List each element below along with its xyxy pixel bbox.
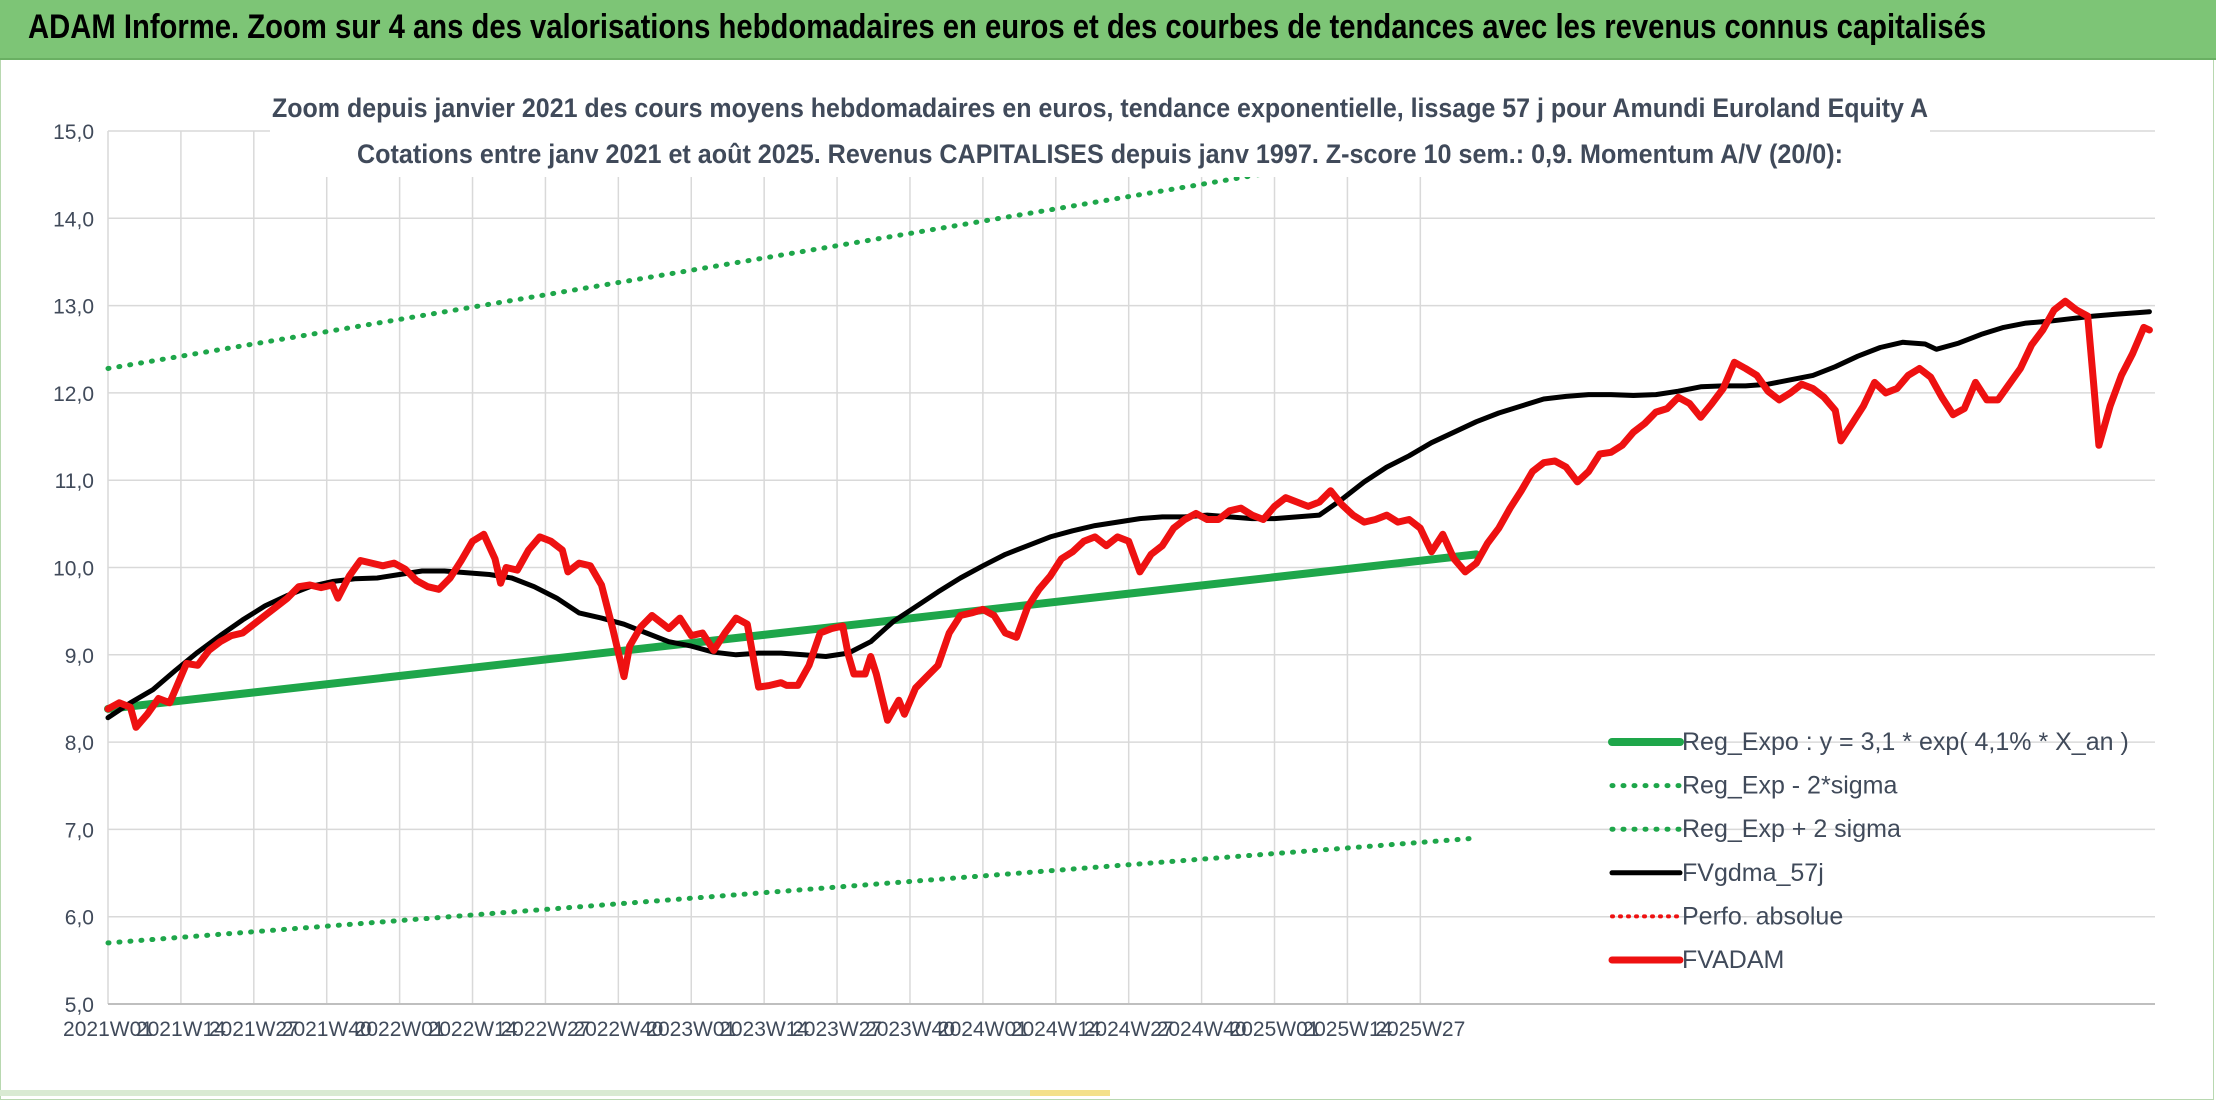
legend-label: FVADAM [1682, 946, 1784, 974]
x-tick-label: 2021W27 [209, 1018, 299, 1041]
legend-label: Reg_Exp + 2 sigma [1682, 815, 1901, 843]
x-tick-label: 2024W14 [1011, 1018, 1101, 1041]
x-tick-label: 2024W27 [1084, 1018, 1174, 1041]
title-banner: ADAM Informe. Zoom sur 4 ans des valoris… [0, 0, 2216, 60]
y-tick-label: 7,0 [65, 819, 94, 842]
legend-label: FVgdma_57j [1682, 859, 1824, 887]
x-tick-label: 2024W40 [1157, 1018, 1247, 1041]
chart-subtitle: Cotations entre janv 2021 et août 2025. … [357, 139, 1843, 169]
y-tick-label: 5,0 [65, 994, 94, 1017]
x-tick-label: 2023W27 [792, 1018, 882, 1041]
series-line [104, 297, 2153, 731]
x-tick-label: 2023W01 [646, 1018, 736, 1041]
x-tick-label: 2023W40 [865, 1018, 955, 1041]
y-tick-label: 12,0 [53, 383, 94, 406]
banner-title: ADAM Informe. Zoom sur 4 ans des valoris… [28, 8, 1987, 46]
legend-label: Perfo. absolue [1682, 902, 1843, 930]
chart-title: Zoom depuis janvier 2021 des cours moyen… [272, 93, 1928, 123]
x-tick-label: 2022W01 [355, 1018, 445, 1041]
y-axis: 5,0 6,0 7,0 8,0 9,0 10,0 11,0 12,0 13,0 14,0 15,0 [53, 121, 94, 1017]
y-tick-label: 8,0 [65, 732, 94, 755]
chart-title-block: Zoom depuis janvier 2021 des cours moyen… [270, 85, 1930, 177]
series-line [105, 835, 1479, 946]
bottom-decoration [0, 1090, 2216, 1102]
legend-label: Reg_Exp - 2*sigma [1682, 772, 1897, 800]
y-tick-label: 13,0 [53, 296, 94, 319]
x-tick-label: 2025W27 [1375, 1018, 1465, 1041]
x-tick-label: 2025W14 [1302, 1018, 1392, 1041]
y-tick-label: 10,0 [53, 558, 94, 581]
x-tick-label: 2021W40 [282, 1018, 372, 1041]
y-tick-label: 11,0 [55, 470, 94, 493]
y-tick-label: 9,0 [65, 645, 94, 668]
x-tick-label: 2021W14 [136, 1018, 226, 1041]
x-tick-label: 2022W14 [428, 1018, 518, 1041]
x-tick-label: 2024W01 [938, 1018, 1028, 1041]
x-tick-label: 2023W14 [719, 1018, 809, 1041]
y-tick-label: 14,0 [53, 208, 94, 231]
x-tick-label: 2021W01 [63, 1018, 153, 1041]
y-tick-label: 15,0 [53, 121, 94, 144]
series-line [104, 550, 1481, 713]
x-tick-label: 2022W27 [500, 1018, 590, 1041]
x-tick-label: 2025W01 [1230, 1018, 1320, 1041]
gridlines [107, 130, 2155, 1005]
y-tick-label: 6,0 [65, 907, 94, 930]
legend: Reg_Expo : y = 3,1 * exp( 4,1% * X_an ) R… [1608, 728, 2129, 974]
legend-label: Reg_Expo : y = 3,1 * exp( 4,1% * X_an ) [1682, 728, 2129, 756]
x-axis: 2021W012021W142021W272021W402022W012022W… [63, 1003, 2155, 1041]
x-tick-label: 2022W40 [573, 1018, 663, 1041]
